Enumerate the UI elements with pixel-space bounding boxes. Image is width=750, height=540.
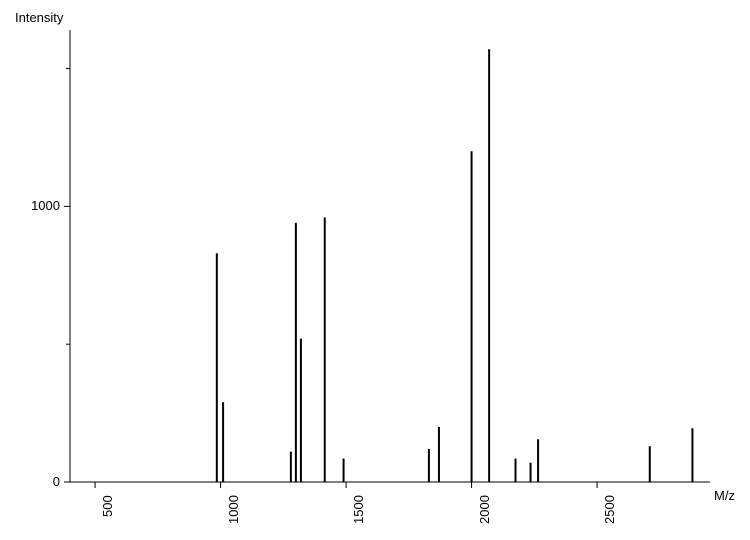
- x-tick-label: 1000: [226, 495, 241, 524]
- x-tick-label: 500: [100, 495, 115, 517]
- y-tick-label: 0: [20, 474, 60, 489]
- x-axis-label: M/z: [714, 488, 735, 503]
- x-tick-label: 1500: [351, 495, 366, 524]
- mass-spectrum-chart: [0, 0, 750, 540]
- x-tick-label: 2500: [602, 495, 617, 524]
- y-axis-label: Intensity: [15, 10, 63, 25]
- x-tick-label: 2000: [477, 495, 492, 524]
- y-tick-label: 1000: [20, 198, 60, 213]
